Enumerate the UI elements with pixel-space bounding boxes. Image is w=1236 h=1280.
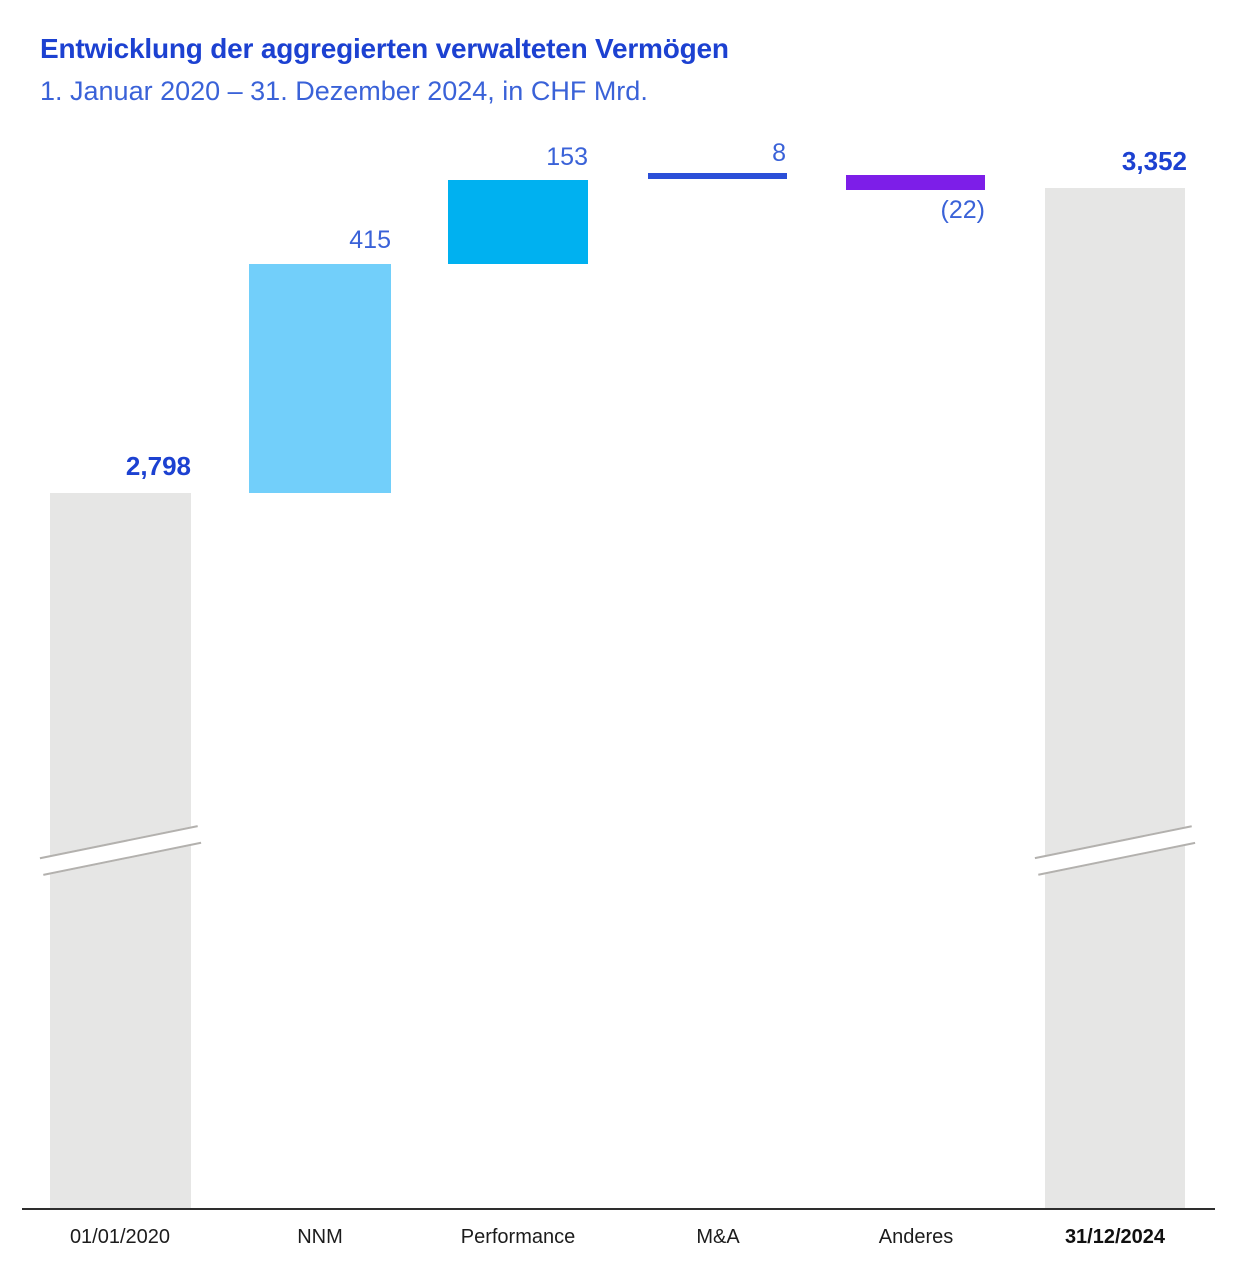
bar-total-start	[39, 493, 202, 1208]
chart-title: Entwicklung der aggregierten verwalteten…	[40, 33, 729, 64]
x-label-ma: M&A	[696, 1226, 740, 1248]
value-label-performance: 153	[546, 143, 588, 171]
x-label-performance: Performance	[460, 1226, 576, 1248]
bar-performance	[448, 180, 588, 264]
x-label-nnm: NNM	[297, 1226, 343, 1248]
x-axis-line	[22, 1208, 1215, 1210]
bar-anderes	[846, 175, 985, 190]
value-label-start-total: 2,798	[125, 451, 191, 481]
value-label-end-total: 3,352	[1121, 146, 1187, 176]
x-label-31-12-2024: 31/12/2024	[1064, 1226, 1166, 1248]
value-label-anderes: (22)	[940, 196, 985, 224]
value-label-nnm: 415	[349, 226, 391, 254]
axis-break-mark-end	[1034, 825, 1196, 876]
bar-nnm	[249, 264, 391, 493]
bar-total-end	[1034, 188, 1196, 1208]
value-label-ma: 8	[772, 139, 786, 167]
x-label-anderes: Anderes	[878, 1226, 954, 1248]
chart-subtitle: 1. Januar 2020 – 31. Dezember 2024, in C…	[40, 76, 648, 106]
x-label-01-01-2020: 01/01/2020	[69, 1226, 171, 1248]
axis-break-mark-start	[39, 825, 202, 876]
bar-ma	[648, 173, 787, 179]
